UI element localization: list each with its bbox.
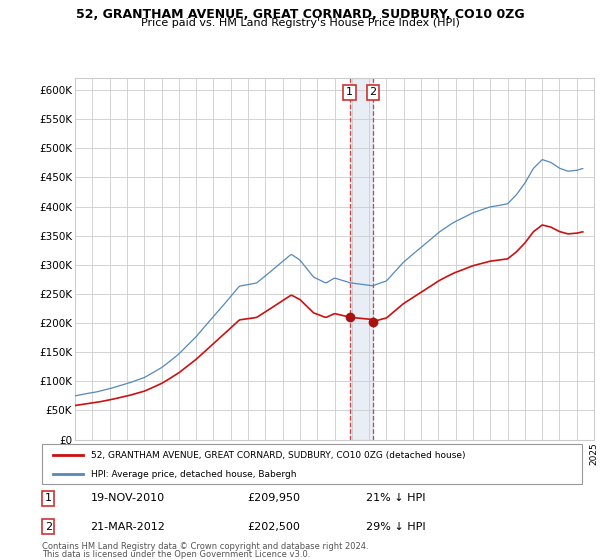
Text: 1: 1 <box>346 87 353 97</box>
Text: This data is licensed under the Open Government Licence v3.0.: This data is licensed under the Open Gov… <box>42 550 310 559</box>
Text: 21% ↓ HPI: 21% ↓ HPI <box>366 493 425 503</box>
Text: 29% ↓ HPI: 29% ↓ HPI <box>366 521 425 531</box>
Text: £209,950: £209,950 <box>247 493 300 503</box>
Text: 19-NOV-2010: 19-NOV-2010 <box>91 493 165 503</box>
Text: HPI: Average price, detached house, Babergh: HPI: Average price, detached house, Babe… <box>91 470 296 479</box>
FancyBboxPatch shape <box>42 444 582 484</box>
Text: 1: 1 <box>45 493 52 503</box>
Text: 52, GRANTHAM AVENUE, GREAT CORNARD, SUDBURY, CO10 0ZG (detached house): 52, GRANTHAM AVENUE, GREAT CORNARD, SUDB… <box>91 451 465 460</box>
Text: Contains HM Land Registry data © Crown copyright and database right 2024.: Contains HM Land Registry data © Crown c… <box>42 542 368 550</box>
Text: 2: 2 <box>370 87 376 97</box>
Text: Price paid vs. HM Land Registry's House Price Index (HPI): Price paid vs. HM Land Registry's House … <box>140 18 460 29</box>
Text: 2: 2 <box>45 521 52 531</box>
Text: 52, GRANTHAM AVENUE, GREAT CORNARD, SUDBURY, CO10 0ZG: 52, GRANTHAM AVENUE, GREAT CORNARD, SUDB… <box>76 8 524 21</box>
Text: 21-MAR-2012: 21-MAR-2012 <box>91 521 166 531</box>
Text: £202,500: £202,500 <box>247 521 300 531</box>
Bar <box>350 78 373 440</box>
